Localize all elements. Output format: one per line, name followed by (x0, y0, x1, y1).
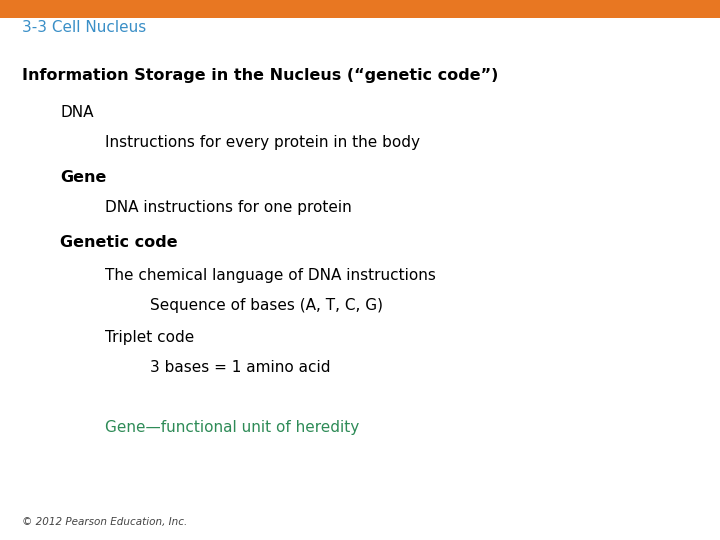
Text: Information Storage in the Nucleus (“genetic code”): Information Storage in the Nucleus (“gen… (22, 68, 498, 83)
Text: The chemical language of DNA instructions: The chemical language of DNA instruction… (105, 268, 436, 283)
Text: 3-3 Cell Nucleus: 3-3 Cell Nucleus (22, 21, 146, 36)
Text: Genetic code: Genetic code (60, 235, 178, 250)
Text: Gene—functional unit of heredity: Gene—functional unit of heredity (105, 420, 359, 435)
Text: Gene: Gene (60, 170, 107, 185)
Text: Instructions for every protein in the body: Instructions for every protein in the bo… (105, 135, 420, 150)
Bar (0, 0, 720, 18)
Text: Triplet code: Triplet code (105, 330, 194, 345)
Text: 3 bases = 1 amino acid: 3 bases = 1 amino acid (150, 360, 330, 375)
Text: DNA instructions for one protein: DNA instructions for one protein (105, 200, 352, 215)
Text: © 2012 Pearson Education, Inc.: © 2012 Pearson Education, Inc. (22, 517, 187, 527)
Text: DNA: DNA (60, 105, 94, 120)
Text: Sequence of bases (A, T, C, G): Sequence of bases (A, T, C, G) (150, 298, 383, 313)
